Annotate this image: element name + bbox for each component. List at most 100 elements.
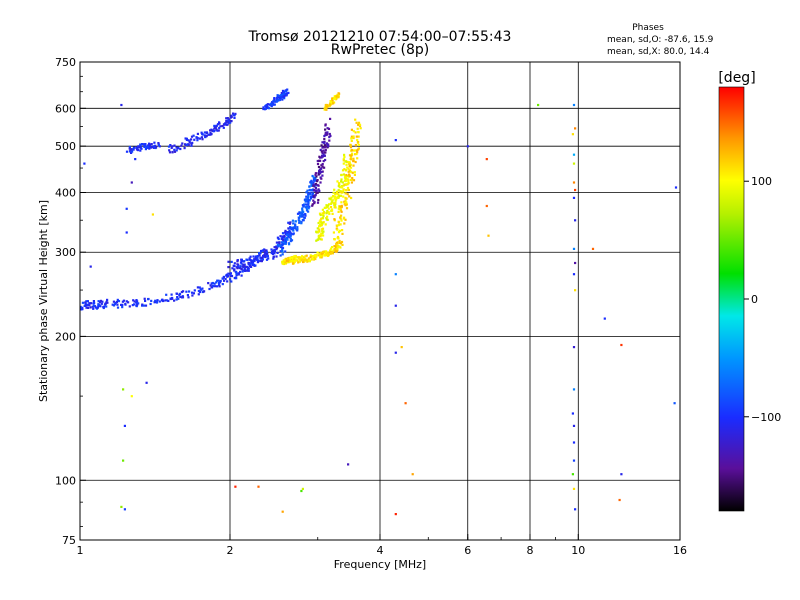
trace-point <box>271 103 274 106</box>
trace-point <box>339 209 342 212</box>
trace-point <box>203 134 206 137</box>
data-point <box>411 473 414 476</box>
trace-point <box>313 179 316 182</box>
trace-point <box>305 200 308 203</box>
trace-point <box>292 222 295 225</box>
trace-point <box>225 120 228 123</box>
trace-point <box>312 199 315 202</box>
trace-point <box>90 302 93 305</box>
trace-point <box>173 150 177 153</box>
trace-point <box>291 262 295 265</box>
trace-point <box>314 257 317 261</box>
trace-point <box>332 231 335 234</box>
trace-point <box>260 256 263 259</box>
trace-point <box>154 144 157 147</box>
trace-point <box>339 217 342 220</box>
trace-point <box>349 156 353 159</box>
trace-point <box>307 200 310 203</box>
trace-point <box>225 117 228 120</box>
trace-point <box>303 203 306 206</box>
trace-point <box>128 305 131 308</box>
trace-point <box>319 254 322 257</box>
trace-point <box>289 237 292 240</box>
trace-point <box>317 234 320 237</box>
trace-point <box>167 145 171 148</box>
data-point <box>394 351 397 354</box>
trace-point <box>352 164 355 167</box>
trace-point <box>316 191 319 194</box>
trace-point <box>314 173 317 176</box>
trace-point <box>320 170 323 173</box>
trace-point <box>344 169 347 172</box>
trace-point <box>355 121 358 124</box>
trace-point <box>275 246 279 249</box>
trace-point <box>342 173 345 176</box>
trace-point <box>152 146 156 149</box>
trace-point <box>282 261 285 264</box>
data-point <box>404 402 407 405</box>
trace-point <box>339 246 342 249</box>
trace-point <box>334 97 337 100</box>
trace-point <box>124 303 127 306</box>
trace-point <box>196 137 199 140</box>
trace-point <box>218 121 221 124</box>
trace-point <box>230 120 233 123</box>
trace-point <box>293 257 296 260</box>
trace-point <box>217 282 221 285</box>
trace-point <box>287 233 290 236</box>
trace-point <box>143 145 146 148</box>
trace-point <box>308 185 311 188</box>
trace-point <box>357 148 360 151</box>
trace-point <box>213 129 216 133</box>
trace-point <box>204 135 207 139</box>
trace-point <box>273 98 276 101</box>
trace-point <box>319 172 322 175</box>
trace-point <box>293 226 296 229</box>
trace-point <box>320 150 323 153</box>
trace-point <box>321 222 324 225</box>
trace-point <box>311 192 314 195</box>
trace-point <box>262 107 265 111</box>
trace-point <box>266 103 269 106</box>
trace-point <box>173 148 176 151</box>
trace-point <box>113 303 117 306</box>
trace-point <box>281 253 284 256</box>
trace-point <box>350 135 353 138</box>
trace-point <box>307 257 310 260</box>
trace-point <box>217 129 220 132</box>
trace-point <box>340 178 343 181</box>
trace-point <box>265 104 269 107</box>
trace-point <box>227 272 230 275</box>
trace-point <box>342 195 345 198</box>
trace-point <box>178 292 182 295</box>
trace-point <box>346 166 349 169</box>
trace-point <box>275 245 278 248</box>
trace-point <box>318 173 321 176</box>
data-point <box>571 412 574 415</box>
trace-point <box>327 145 330 148</box>
trace-point <box>264 255 267 259</box>
trace-point <box>321 165 324 168</box>
trace-point <box>221 124 224 128</box>
trace-point <box>341 169 345 172</box>
trace-point <box>193 289 196 292</box>
trace-point <box>335 224 338 227</box>
trace-point <box>318 159 321 162</box>
trace-point <box>236 260 239 263</box>
trace-point <box>304 214 307 217</box>
trace-point <box>312 256 316 259</box>
trace-point <box>207 133 210 136</box>
trace-point <box>115 300 118 304</box>
trace-point <box>310 182 313 185</box>
trace-point <box>281 243 284 246</box>
trace-point <box>332 102 335 105</box>
trace-point <box>317 237 321 240</box>
trace-point <box>144 148 147 151</box>
trace-point <box>329 252 332 255</box>
trace-point <box>294 220 297 223</box>
trace-point <box>273 246 276 249</box>
colorbar-label: [deg] <box>718 70 755 86</box>
trace-point <box>177 146 180 149</box>
trace-point <box>296 228 299 231</box>
trace-point <box>310 179 313 182</box>
